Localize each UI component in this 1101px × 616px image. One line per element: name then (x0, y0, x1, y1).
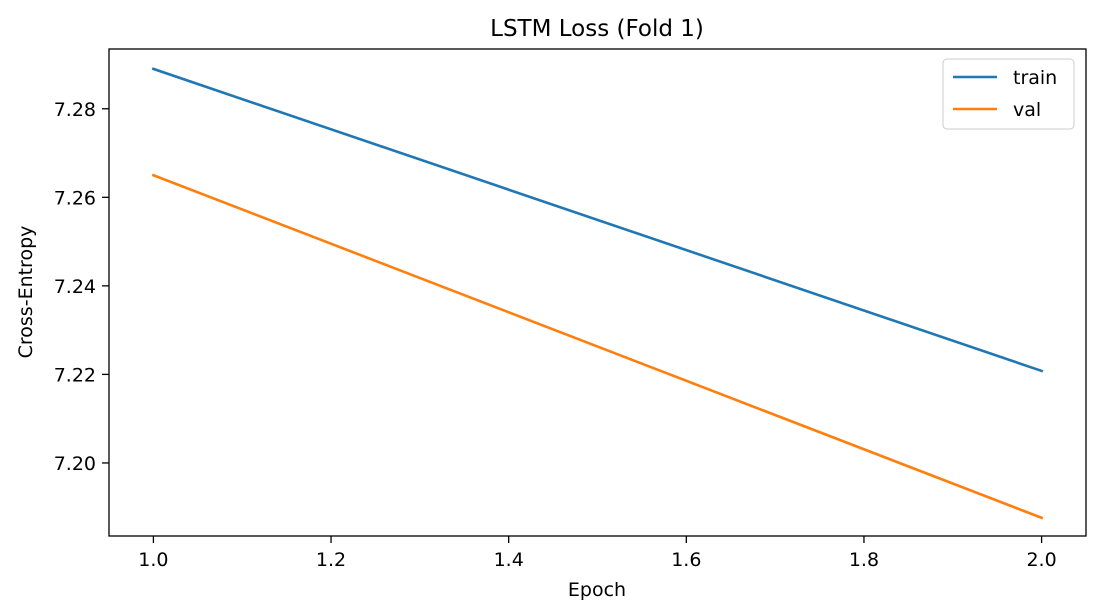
y-axis-label: Cross-Entropy (15, 226, 37, 359)
series-lines (151, 67, 1044, 520)
x-tick-label: 1.6 (671, 549, 701, 571)
series-line-train (151, 67, 1044, 373)
y-tick-label: 7.20 (54, 453, 96, 475)
axes (108, 48, 1087, 537)
legend: train val (942, 58, 1075, 130)
x-tick-label: 1.4 (494, 549, 524, 571)
series-line-val (151, 173, 1044, 520)
y-tick-label: 7.22 (54, 364, 96, 386)
y-tick-label: 7.24 (54, 276, 96, 298)
legend-label-val: val (1013, 99, 1041, 121)
x-tick-label: 1.0 (138, 549, 168, 571)
x-axis-label: Epoch (568, 579, 626, 601)
legend-label-train: train (1013, 67, 1057, 89)
x-tick-label: 1.2 (316, 549, 346, 571)
chart-title: LSTM Loss (Fold 1) (490, 16, 704, 42)
y-tick-label: 7.28 (54, 99, 96, 121)
x-tick-label: 1.8 (849, 549, 879, 571)
x-tick-label: 2.0 (1026, 549, 1056, 571)
y-ticks: 7.20 7.22 7.24 7.26 7.28 (54, 99, 109, 475)
y-tick-label: 7.26 (54, 187, 96, 209)
x-ticks: 1.0 1.2 1.4 1.6 1.8 2.0 (138, 536, 1057, 571)
plot-frame (108, 48, 1087, 537)
